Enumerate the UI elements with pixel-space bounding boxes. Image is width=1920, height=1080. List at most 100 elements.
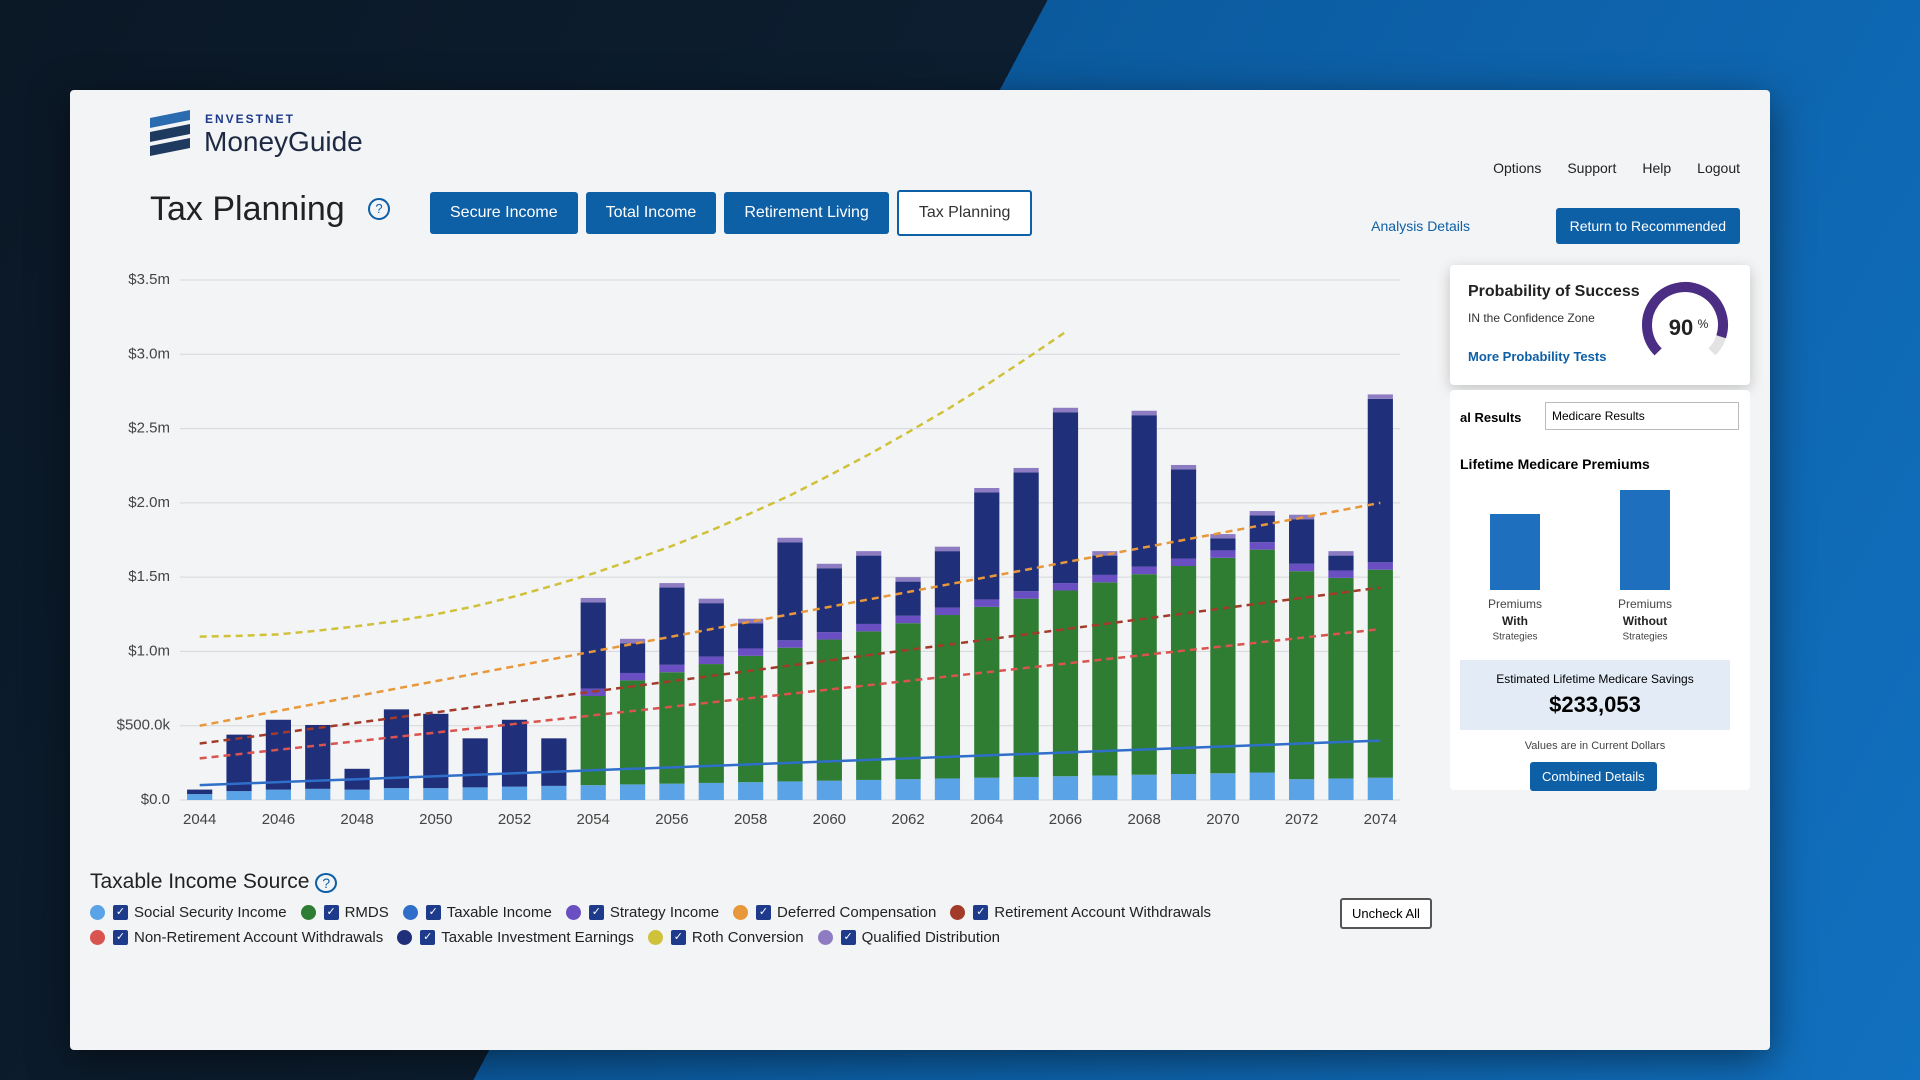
- bar-segment: [1249, 515, 1275, 543]
- legend-swatch: [90, 905, 105, 920]
- nav-link[interactable]: Support: [1567, 160, 1617, 176]
- tab[interactable]: Total Income: [585, 192, 717, 234]
- nav-link[interactable]: Options: [1493, 160, 1542, 176]
- legend-item[interactable]: ✓ Qualified Distribution: [817, 929, 1000, 946]
- bar-segment: [1210, 550, 1236, 558]
- help-icon[interactable]: ?: [368, 198, 390, 220]
- legend-item[interactable]: ✓ Roth Conversion: [647, 929, 804, 946]
- bar-segment: [895, 623, 921, 780]
- bar-segment: [1289, 519, 1315, 564]
- more-tests-link[interactable]: More Probability Tests: [1468, 349, 1607, 364]
- bar-segment: [1013, 591, 1039, 599]
- bar-segment: [1249, 511, 1275, 516]
- bar-label-top: Premiums: [1618, 597, 1672, 611]
- legend-checkbox[interactable]: ✓: [420, 930, 436, 945]
- legend-checkbox[interactable]: ✓: [113, 905, 128, 920]
- chart: $0.0 $500.0k $1.0m $1.5m $2.0m $2.5m $3.0m $3.5…: [117, 271, 1400, 828]
- bar-segment: [1210, 538, 1236, 551]
- legend-swatch: [402, 905, 418, 920]
- x-tick-label: 2064: [970, 811, 1003, 828]
- bar-segment: [856, 623, 882, 632]
- bar-segment: [1052, 590, 1079, 777]
- legend-item[interactable]: ✓ Taxable Income: [402, 904, 552, 921]
- legend-item[interactable]: ✓ Taxable Investment Earnings: [397, 929, 634, 946]
- legend-checkbox[interactable]: ✓: [323, 905, 339, 920]
- bar-segment: [777, 542, 803, 641]
- legend-item[interactable]: ✓ Retirement Account Withdrawals: [950, 904, 1211, 921]
- legend-checkbox[interactable]: ✓: [973, 905, 989, 920]
- legend-item[interactable]: ✓ Deferred Compensation: [733, 904, 936, 921]
- bar-segment: [1249, 772, 1275, 800]
- results-panel: al Results Medicare Results Lifetime Med…: [1450, 390, 1750, 791]
- results-select[interactable]: Medicare Results: [1545, 402, 1739, 430]
- legend-label: Taxable Investment Earnings: [441, 929, 634, 946]
- bar-segment: [974, 606, 1000, 778]
- x-tick-label: 2066: [1049, 811, 1082, 828]
- bar-segment: [816, 568, 842, 633]
- bar-segment: [698, 598, 724, 604]
- savings-note: Values are in Current Dollars: [1524, 740, 1666, 752]
- return-button[interactable]: Return to Recommended: [1555, 208, 1740, 244]
- bar-segment: [501, 786, 528, 800]
- results-tab[interactable]: al Results: [1460, 410, 1522, 425]
- bar-label-main: Without: [1623, 614, 1668, 628]
- bar-segment: [1289, 563, 1315, 572]
- analysis-details[interactable]: Analysis Details: [1371, 218, 1470, 234]
- legend-help[interactable]: ?: [315, 873, 338, 893]
- bar-segment: [1131, 774, 1157, 800]
- y-tick-label: $3.0m: [128, 345, 170, 362]
- bar-segment: [1328, 778, 1354, 800]
- legend-checkbox[interactable]: ✓: [588, 905, 604, 920]
- legend: Taxable Income Source ? ✓ Social Security…: [90, 870, 1350, 950]
- bar-segment: [934, 551, 961, 608]
- y-tick-label: $2.0m: [128, 494, 170, 511]
- legend-item[interactable]: ✓ Strategy Income: [565, 904, 720, 921]
- tab[interactable]: Tax Planning: [896, 190, 1033, 236]
- bar-segment: [462, 787, 488, 800]
- nav-link[interactable]: Help: [1642, 160, 1672, 176]
- legend-label: Non-Retirement Account Withdrawals: [134, 929, 384, 946]
- legend-item[interactable]: ✓ Non-Retirement Account Withdrawals: [90, 929, 383, 946]
- bar-segment: [895, 577, 921, 582]
- bar-segment: [305, 724, 331, 789]
- legend-item[interactable]: ✓ RMDS: [300, 904, 389, 921]
- bar-segment: [619, 638, 646, 644]
- combined-details[interactable]: Combined Details: [1530, 762, 1657, 791]
- bar-segment: [777, 647, 803, 782]
- legend-items: ✓ Social Security Income ✓ RMDS ✓ Taxable Inc…: [90, 900, 1350, 950]
- bar-segment: [856, 631, 882, 780]
- bar-segment: [1170, 566, 1197, 774]
- legend-swatch: [397, 930, 413, 945]
- nav-link[interactable]: Logout: [1697, 160, 1740, 176]
- bar-segment: [1131, 410, 1157, 416]
- bar-segment: [305, 788, 331, 800]
- legend-label: Strategy Income: [609, 904, 720, 921]
- bar-label-top: Premiums: [1488, 597, 1542, 611]
- x-tick-label: 2050: [419, 811, 452, 828]
- legend-checkbox[interactable]: ✓: [113, 930, 128, 945]
- gauge-number: 90: [1669, 315, 1693, 340]
- tab[interactable]: Secure Income: [430, 192, 578, 234]
- uncheck-all[interactable]: Uncheck All: [1340, 898, 1432, 929]
- legend-checkbox[interactable]: ✓: [756, 905, 772, 920]
- brand: MoneyGuide: [204, 126, 363, 157]
- legend-checkbox[interactable]: ✓: [840, 930, 856, 945]
- legend-checkbox[interactable]: ✓: [425, 905, 441, 920]
- bar-segment: [187, 794, 213, 800]
- legend-checkbox[interactable]: ✓: [670, 930, 686, 945]
- bar-segment: [1013, 467, 1039, 473]
- bar-segment: [1092, 555, 1118, 575]
- bar-segment: [738, 782, 764, 800]
- bar-segment: [1052, 583, 1079, 591]
- medicare-bar: [1620, 490, 1670, 590]
- legend-label: RMDS: [344, 904, 389, 921]
- bar-segment: [423, 788, 449, 800]
- tab[interactable]: Retirement Living: [724, 192, 889, 234]
- bar-segment: [1328, 570, 1354, 578]
- bar-segment: [934, 778, 961, 800]
- bar-segment: [580, 597, 606, 603]
- y-tick-label: $3.5m: [128, 271, 170, 288]
- bar-segment: [1328, 577, 1354, 779]
- legend-item[interactable]: ✓ Social Security Income: [90, 904, 287, 921]
- bar-segment: [1170, 774, 1197, 800]
